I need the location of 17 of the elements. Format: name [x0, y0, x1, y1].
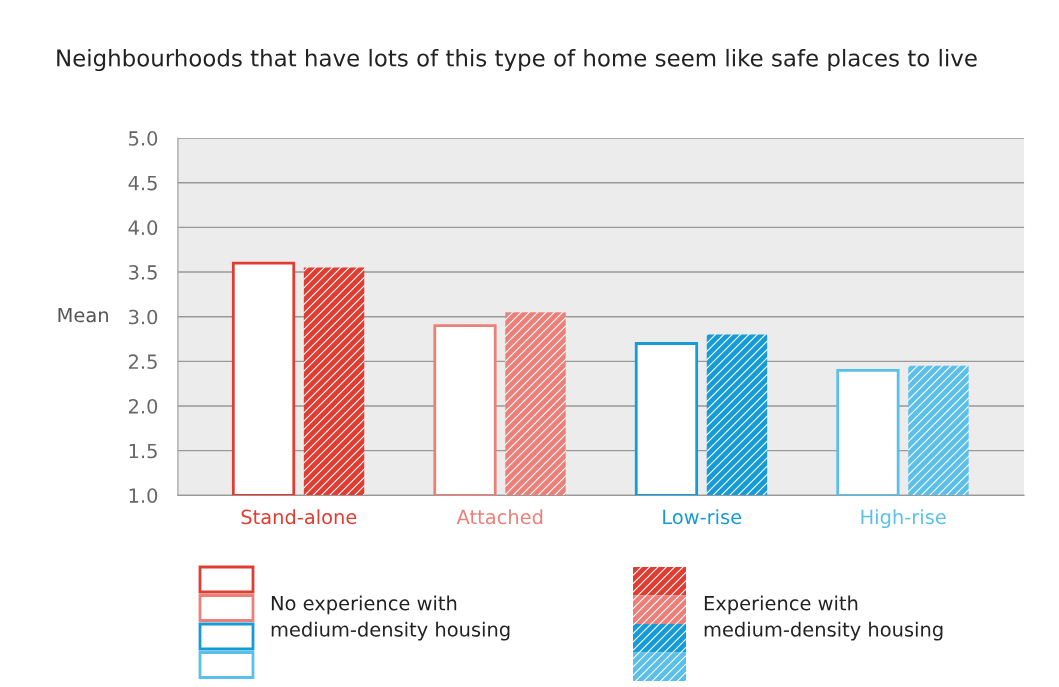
y-tick-label: 4.0: [128, 220, 158, 236]
y-tick-label: 3.0: [129, 309, 158, 325]
y-tick-label: 4.5: [128, 175, 157, 191]
chart-title: Neighbourhoods that have lots of this type of home seem like safe places to live: [57, 48, 977, 72]
y-axis-title: Mean: [58, 307, 108, 323]
y-tick-label: 1.0: [129, 488, 158, 503]
y-tick-label: 1.5: [129, 443, 157, 459]
x-tick-label: Low-rise: [663, 509, 742, 525]
y-tick-label: 3.5: [129, 265, 157, 280]
x-tick-label: High-rise: [861, 509, 946, 529]
y-tick-label: 2.5: [128, 354, 157, 370]
legend-label: Experience with medium-density housing: [704, 595, 943, 641]
x-tick-label: Stand-alone: [241, 509, 357, 525]
y-tick-label: 5.0: [129, 131, 158, 146]
legend-label: No experience with medium-density housing: [271, 595, 510, 641]
x-tick-label: Attached: [456, 509, 543, 525]
y-tick-label: 2.0: [128, 398, 158, 414]
